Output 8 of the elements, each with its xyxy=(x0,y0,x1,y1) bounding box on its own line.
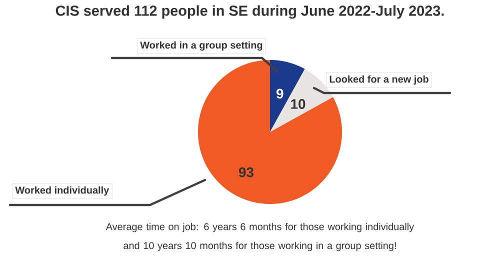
data-label: 10 xyxy=(291,99,306,109)
text: Average time on job: 6 years 6 months for those working individually and 10 years 10 months for those working in a group setting! xyxy=(106,222,414,252)
data-label: 9 xyxy=(276,88,284,99)
chart-title: CIS served 112 people in SE during June 2022-July 2023. xyxy=(56,5,444,19)
slice-label: Looked for a new job xyxy=(330,75,428,85)
slice-label: Worked individually xyxy=(15,186,110,196)
slice-label: Worked in a group setting xyxy=(140,41,262,51)
data-label: 93 xyxy=(238,167,254,178)
